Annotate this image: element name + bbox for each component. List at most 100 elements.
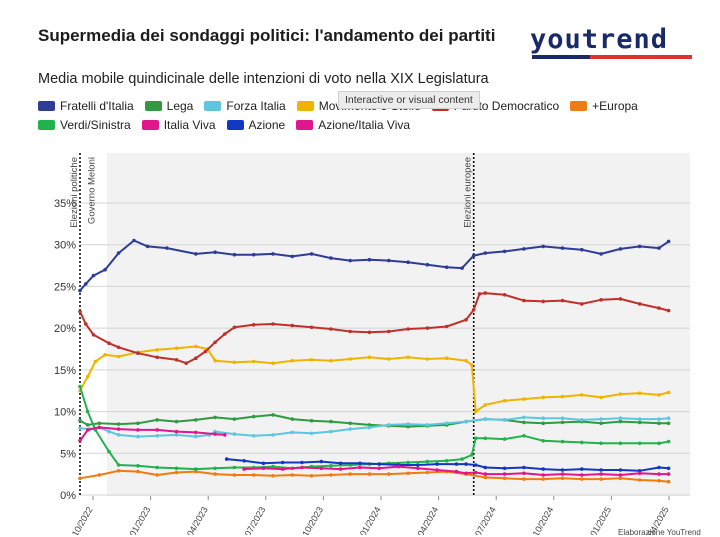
data-point[interactable] xyxy=(560,416,565,421)
data-point[interactable] xyxy=(232,417,237,421)
data-point[interactable] xyxy=(406,327,410,331)
data-point[interactable] xyxy=(213,340,217,345)
data-point[interactable] xyxy=(444,459,449,463)
data-point[interactable] xyxy=(107,429,111,434)
data-point[interactable] xyxy=(213,358,217,363)
data-point[interactable] xyxy=(103,353,107,357)
data-point[interactable] xyxy=(502,293,507,297)
data-point[interactable] xyxy=(444,421,449,426)
data-point[interactable] xyxy=(406,460,410,465)
data-point[interactable] xyxy=(290,254,295,259)
data-point[interactable] xyxy=(666,421,671,426)
data-point[interactable] xyxy=(329,473,333,477)
data-point[interactable] xyxy=(97,425,102,430)
data-point[interactable] xyxy=(165,246,169,250)
data-point[interactable] xyxy=(84,282,88,286)
data-point[interactable] xyxy=(637,302,642,306)
data-point[interactable] xyxy=(618,416,623,421)
data-point[interactable] xyxy=(155,473,159,477)
data-point[interactable] xyxy=(473,436,478,441)
data-point[interactable] xyxy=(213,250,217,254)
data-point[interactable] xyxy=(580,467,584,471)
data-point[interactable] xyxy=(599,421,603,426)
data-point[interactable] xyxy=(454,469,459,474)
data-point[interactable] xyxy=(85,428,90,432)
data-point[interactable] xyxy=(309,325,314,330)
legend-item-azione[interactable]: Azione xyxy=(226,116,285,134)
data-point[interactable] xyxy=(194,467,198,471)
data-point[interactable] xyxy=(232,360,237,365)
data-point[interactable] xyxy=(560,476,565,481)
data-point[interactable] xyxy=(116,463,121,467)
data-point[interactable] xyxy=(224,457,229,461)
data-point[interactable] xyxy=(657,465,661,470)
data-point[interactable] xyxy=(618,419,623,424)
data-point[interactable] xyxy=(329,256,333,260)
data-point[interactable] xyxy=(261,461,266,466)
data-point[interactable] xyxy=(91,333,96,337)
data-point[interactable] xyxy=(464,419,468,424)
data-point[interactable] xyxy=(271,433,275,437)
data-point[interactable] xyxy=(174,429,179,434)
data-point[interactable] xyxy=(580,473,584,477)
data-point[interactable] xyxy=(91,273,96,278)
data-point[interactable] xyxy=(174,358,179,362)
data-point[interactable] xyxy=(329,358,333,363)
data-point[interactable] xyxy=(271,464,275,469)
data-point[interactable] xyxy=(560,468,565,472)
data-point[interactable] xyxy=(560,246,565,250)
data-point[interactable] xyxy=(367,355,372,360)
data-point[interactable] xyxy=(271,361,275,366)
data-point[interactable] xyxy=(329,429,333,434)
data-point[interactable] xyxy=(348,427,353,431)
data-point[interactable] xyxy=(541,421,545,426)
data-point[interactable] xyxy=(251,434,256,438)
data-point[interactable] xyxy=(290,358,295,363)
data-point[interactable] xyxy=(194,418,198,422)
data-point[interactable] xyxy=(116,422,121,426)
data-point[interactable] xyxy=(425,357,430,361)
data-point[interactable] xyxy=(309,418,314,423)
data-point[interactable] xyxy=(242,467,246,471)
data-point[interactable] xyxy=(242,459,246,463)
data-point[interactable] xyxy=(213,415,217,420)
data-point[interactable] xyxy=(367,425,372,430)
data-point[interactable] xyxy=(502,437,507,441)
data-point[interactable] xyxy=(78,418,82,423)
data-point[interactable] xyxy=(194,469,198,474)
data-point[interactable] xyxy=(203,349,208,354)
data-point[interactable] xyxy=(657,441,661,446)
data-point[interactable] xyxy=(107,449,111,454)
data-point[interactable] xyxy=(155,418,159,422)
data-point[interactable] xyxy=(300,465,304,470)
data-point[interactable] xyxy=(599,298,603,302)
data-point[interactable] xyxy=(387,357,391,361)
data-point[interactable] xyxy=(107,341,111,346)
data-point[interactable] xyxy=(464,358,468,363)
data-point[interactable] xyxy=(637,391,642,396)
data-point[interactable] xyxy=(618,476,623,481)
data-point[interactable] xyxy=(541,439,545,443)
data-point[interactable] xyxy=(666,479,671,484)
data-point[interactable] xyxy=(309,474,314,478)
data-point[interactable] xyxy=(657,417,661,421)
data-point[interactable] xyxy=(116,251,121,255)
data-point[interactable] xyxy=(406,424,410,429)
data-point[interactable] xyxy=(387,329,391,334)
data-point[interactable] xyxy=(232,473,237,477)
data-point[interactable] xyxy=(232,325,237,330)
data-point[interactable] xyxy=(184,361,188,366)
data-point[interactable] xyxy=(103,267,107,272)
data-point[interactable] xyxy=(136,428,140,432)
data-point[interactable] xyxy=(460,266,464,270)
data-point[interactable] xyxy=(213,432,217,436)
data-point[interactable] xyxy=(377,466,382,471)
data-point[interactable] xyxy=(406,355,410,360)
data-point[interactable] xyxy=(618,247,623,251)
data-point[interactable] xyxy=(319,459,324,464)
data-point[interactable] xyxy=(483,436,488,441)
data-point[interactable] xyxy=(580,418,584,422)
data-point[interactable] xyxy=(97,421,102,426)
data-point[interactable] xyxy=(194,344,198,349)
data-point[interactable] xyxy=(541,473,545,477)
